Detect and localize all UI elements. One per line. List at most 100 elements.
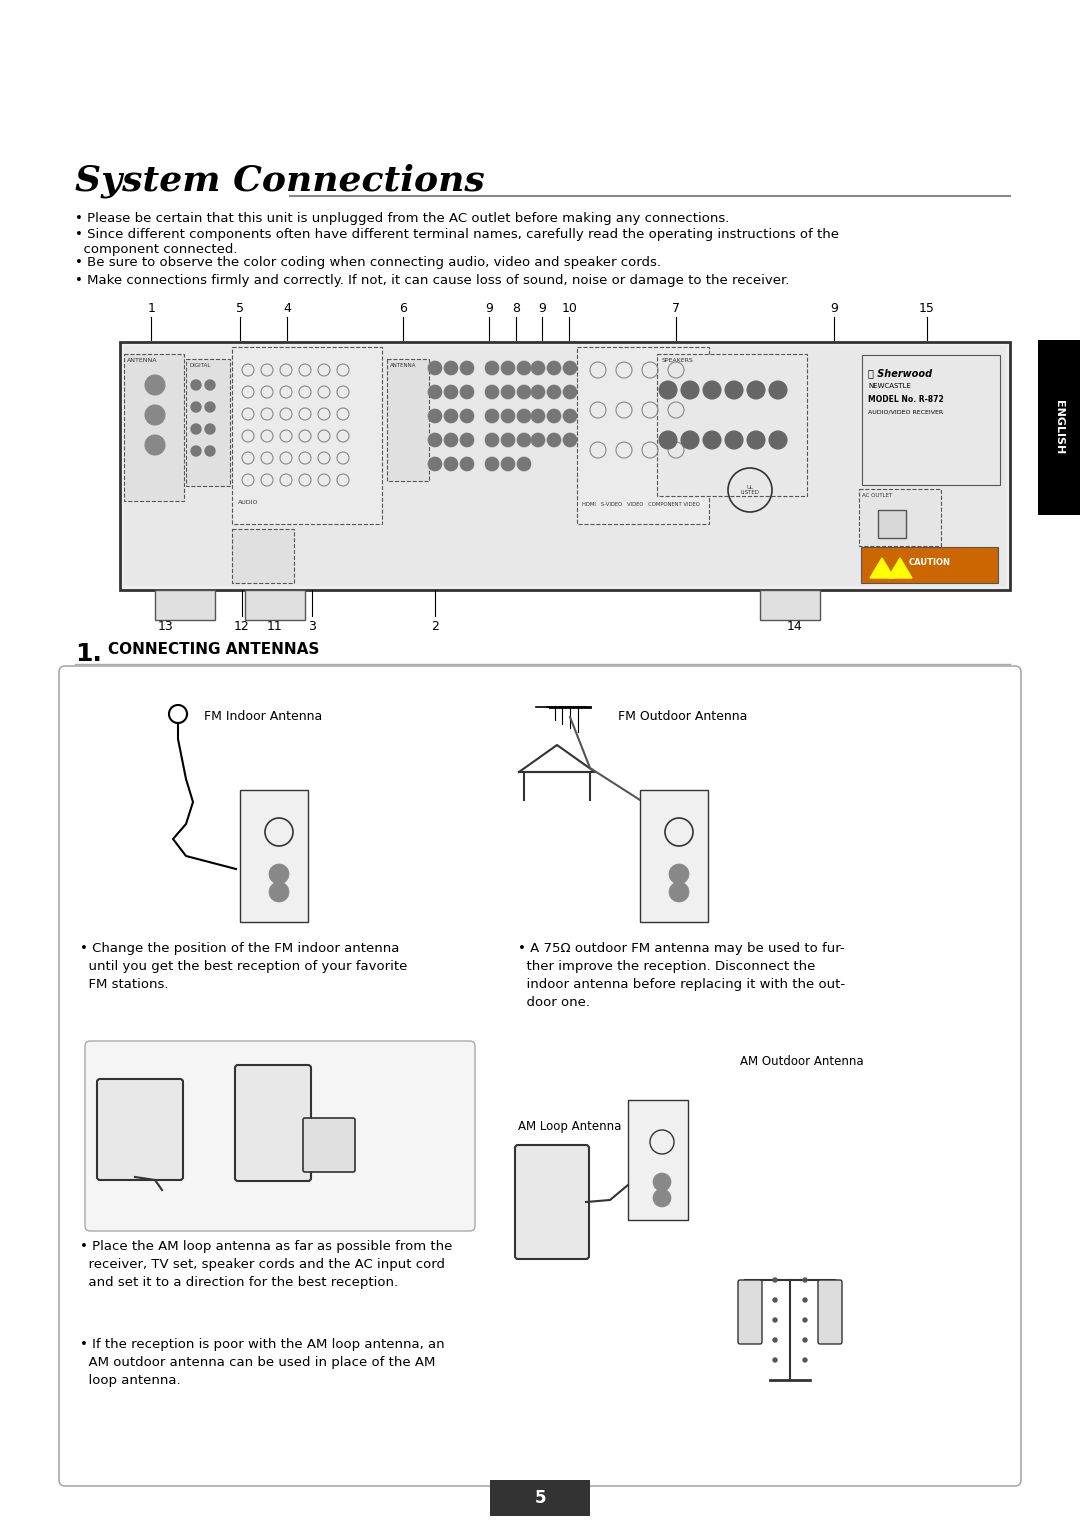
Circle shape [669,881,689,901]
Circle shape [460,433,474,447]
Circle shape [804,1298,807,1302]
Bar [156,590,215,621]
FancyBboxPatch shape [303,1118,355,1173]
Circle shape [485,433,499,447]
Text: Ⓢ Sherwood: Ⓢ Sherwood [868,368,932,378]
Text: • A 75Ω outdoor FM antenna may be used to fur-
  ther improve the reception. Dis: • A 75Ω outdoor FM antenna may be used t… [518,942,846,1010]
Text: 14: 14 [787,621,802,633]
Text: GND: GND [633,1164,648,1170]
Circle shape [205,445,215,456]
Bar [490,1479,590,1516]
Bar [124,346,1005,586]
Circle shape [428,433,442,447]
Text: 1.: 1. [75,642,102,666]
Bar [760,590,820,621]
Text: AM Loop Antenna: AM Loop Antenna [245,1200,349,1212]
Text: AUDIO: AUDIO [238,500,258,505]
Circle shape [773,1337,777,1342]
Circle shape [205,380,215,390]
Circle shape [460,384,474,400]
Circle shape [769,381,787,400]
Circle shape [531,361,545,375]
Circle shape [428,361,442,375]
Circle shape [517,361,531,375]
Text: DIGITAL: DIGITAL [189,363,211,368]
Circle shape [501,409,515,422]
Circle shape [145,375,165,395]
Text: • Since different components often have different terminal names, carefully read: • Since different components often have … [75,229,839,256]
Text: ANTENNA: ANTENNA [390,363,417,368]
Circle shape [703,381,721,400]
Text: HDMI   S-VIDEO   VIDEO   COMPONENT VIDEO: HDMI S-VIDEO VIDEO COMPONENT VIDEO [582,502,700,506]
Text: 75Ω: 75Ω [245,833,259,839]
Circle shape [269,881,289,901]
Circle shape [517,384,531,400]
Text: SPEAKERS: SPEAKERS [662,358,693,363]
Text: 75Ω: 75Ω [633,1144,646,1148]
Circle shape [428,384,442,400]
Bar [120,342,1010,590]
Circle shape [531,409,545,422]
Bar [878,509,906,538]
Circle shape [546,361,561,375]
Text: AM Loop Antenna: AM Loop Antenna [518,1119,621,1133]
Circle shape [191,445,201,456]
Circle shape [191,403,201,412]
Circle shape [773,1298,777,1302]
Circle shape [681,432,699,448]
Text: NEWCASTLE: NEWCASTLE [868,383,910,389]
Circle shape [501,361,515,375]
Text: 9: 9 [538,302,546,316]
Text: • Please be certain that this unit is unplugged from the AC outlet before making: • Please be certain that this unit is un… [75,212,729,226]
Circle shape [501,458,515,471]
Circle shape [531,384,545,400]
Text: 6: 6 [399,302,407,316]
Text: 9: 9 [829,302,838,316]
Text: 2: 2 [431,621,440,633]
Circle shape [563,433,577,447]
FancyBboxPatch shape [515,1145,589,1260]
Text: CAUTION: CAUTION [909,558,951,567]
Text: FM Outdoor Antenna: FM Outdoor Antenna [618,709,747,723]
Text: ANTENNA: ANTENNA [642,1106,675,1112]
Text: 12: 12 [234,621,249,633]
Circle shape [428,409,442,422]
Circle shape [804,1357,807,1362]
Circle shape [428,458,442,471]
FancyBboxPatch shape [738,1279,762,1344]
Circle shape [145,406,165,425]
Text: 1: 1 [147,302,156,316]
Circle shape [444,458,458,471]
Text: 1: 1 [139,1060,150,1075]
Circle shape [546,433,561,447]
Circle shape [205,403,215,412]
FancyBboxPatch shape [577,348,708,525]
Circle shape [460,361,474,375]
Bar [1038,340,1080,515]
Text: ANTENNA: ANTENNA [656,795,692,804]
Text: FM: FM [633,1135,642,1139]
Circle shape [703,432,721,448]
Text: 13: 13 [158,621,173,633]
Text: 11: 11 [267,621,282,633]
Circle shape [485,458,499,471]
Circle shape [517,458,531,471]
Polygon shape [888,558,912,578]
Text: 9: 9 [485,302,494,316]
Circle shape [145,435,165,454]
Text: AM: AM [633,1193,643,1197]
Text: 2: 2 [299,1060,310,1075]
Circle shape [444,433,458,447]
Circle shape [205,424,215,435]
Circle shape [485,409,499,422]
Text: FM: FM [645,824,654,830]
Text: 10: 10 [562,302,577,316]
FancyBboxPatch shape [85,1042,475,1231]
Circle shape [659,432,677,448]
Text: • Be sure to observe the color coding when connecting audio, video and speaker c: • Be sure to observe the color coding wh… [75,256,661,268]
Bar [240,790,308,923]
Circle shape [501,433,515,447]
Circle shape [804,1278,807,1283]
Bar [640,790,708,923]
Text: 15: 15 [919,302,934,316]
